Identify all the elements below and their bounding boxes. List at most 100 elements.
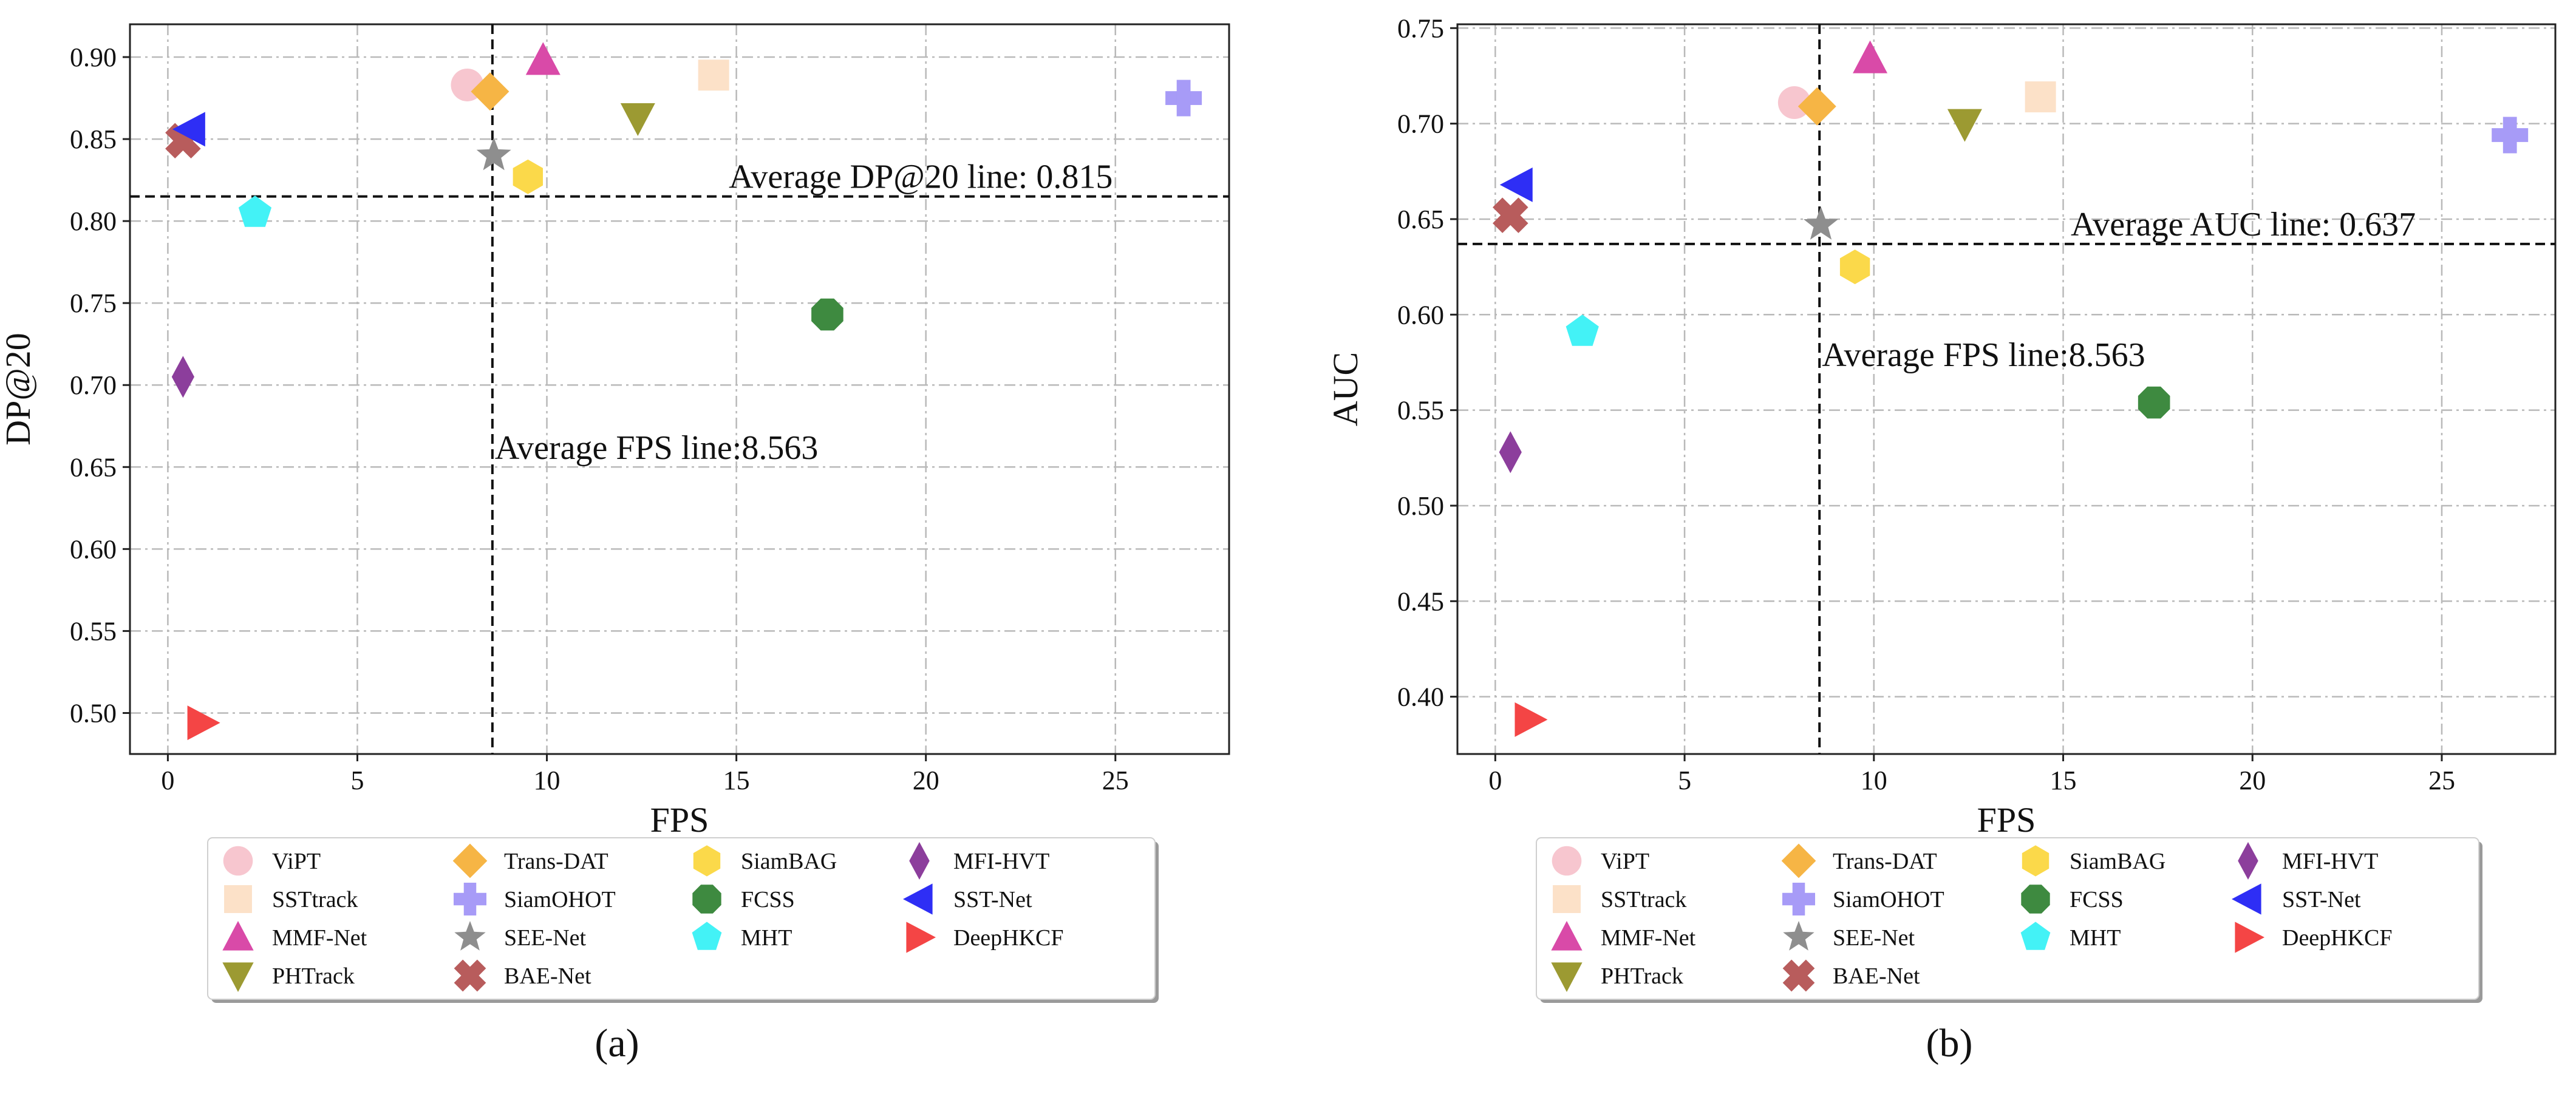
x-tick-label: 0 (161, 766, 174, 795)
legend-item-mht: MHT (2020, 922, 2121, 951)
y-tick-label: 0.65 (1397, 205, 1444, 234)
legend-item-sst-net: SST-Net (2232, 883, 2361, 915)
legend-label-vipt: ViPT (272, 849, 321, 874)
legend-marker-mfi-hvt (909, 841, 930, 880)
legend-marker-vipt (223, 846, 253, 876)
legend: ViPT SSTtrack MMF-Net PHTrack Trans-DAT SiamO… (1536, 837, 2482, 1003)
y-tick-label: 0.65 (70, 452, 117, 482)
legend-item-vipt: ViPT (223, 846, 321, 876)
legend-marker-fcss (692, 885, 721, 914)
panel-label: (b) (1926, 1021, 1973, 1065)
legend-marker-mmf-net (222, 921, 254, 951)
legend-item-mfi-hvt: MFI-HVT (2238, 841, 2378, 880)
panel-b: 0 5 10 15 20 25 0.40 0.45 0.50 0.55 0.60 0.65 0.70 0.… (1326, 13, 2557, 1065)
avg-fps-line-label: Average FPS line:8.563 (1822, 336, 2145, 374)
legend-marker-bae-net (454, 959, 486, 992)
y-tick-label: 0.60 (70, 534, 117, 564)
legend-label-sst-net: SST-Net (2282, 887, 2361, 912)
legend-item-mmf-net: MMF-Net (222, 921, 367, 951)
grid (1457, 24, 2555, 754)
legend-marker-siamohot (1782, 883, 1815, 915)
legend-marker-vipt (1552, 846, 1582, 876)
legend-label-deephkcf: DeepHKCF (953, 925, 1064, 951)
legend-marker-mfi-hvt (2238, 841, 2258, 880)
legend-marker-ssttrack (224, 885, 252, 913)
legend-item-siamohot: SiamOHOT (1782, 883, 1944, 915)
legend-label-ssttrack: SSTtrack (1601, 887, 1686, 912)
legend-label-deephkcf: DeepHKCF (2282, 925, 2393, 951)
legend: ViPT SSTtrack MMF-Net PHTrack Trans-DAT SiamO… (207, 837, 1159, 1003)
legend-marker-deephkcf (2235, 922, 2264, 953)
legend-label-siambag: SiamBAG (2070, 849, 2165, 874)
y-tick-label: 0.70 (70, 370, 117, 400)
plot-frame (1456, 23, 2557, 755)
plot-frame (129, 23, 1230, 755)
legend-label-trans-dat: Trans-DAT (504, 849, 608, 874)
x-tick-label: 20 (2239, 766, 2266, 795)
y-tick-label: 0.80 (70, 206, 117, 236)
x-tick-label: 15 (723, 766, 750, 795)
y-tick-label: 0.75 (70, 288, 117, 318)
data-points (1493, 40, 2529, 737)
y-tick-label: 0.85 (70, 124, 117, 154)
point-mht (1566, 314, 1599, 346)
x-tick-label: 5 (1678, 766, 1691, 795)
point-phtrack (1947, 109, 1982, 142)
point-deephkcf (1515, 702, 1548, 737)
legend-item-phtrack: PHTrack (1551, 962, 1683, 992)
point-sst-net (172, 112, 205, 147)
legend-marker-sst-net (903, 883, 933, 915)
legend-item-see-net: SEE-Net (454, 921, 587, 951)
legend-label-siamohot: SiamOHOT (504, 887, 616, 912)
y-tick-label: 0.45 (1397, 586, 1444, 616)
legend-item-sst-net: SST-Net (903, 883, 1032, 915)
legend-item-ssttrack: SSTtrack (224, 885, 358, 913)
legend-item-trans-dat: Trans-DAT (1781, 843, 1937, 878)
legend-item-bae-net: BAE-Net (1782, 959, 1920, 992)
point-mmf-net (1853, 40, 1888, 73)
legend-item-mfi-hvt: MFI-HVT (909, 841, 1049, 880)
point-see-net (1804, 206, 1839, 240)
point-ssttrack (698, 59, 729, 91)
legend-label-mmf-net: MMF-Net (1601, 925, 1696, 951)
point-fcss (2138, 386, 2170, 419)
legend-item-ssttrack: SSTtrack (1553, 885, 1686, 913)
legend-label-fcss: FCSS (741, 887, 795, 912)
legend-item-siambag: SiamBAG (693, 845, 837, 877)
legend-item-deephkcf: DeepHKCF (2235, 922, 2393, 953)
point-trans-dat (1797, 87, 1836, 126)
legend-marker-trans-dat (1781, 843, 1816, 878)
y-axis-label: DP@20 (0, 333, 38, 446)
legend-label-fcss: FCSS (2070, 887, 2124, 912)
x-tick-label: 25 (2428, 766, 2455, 795)
legend-item-bae-net: BAE-Net (454, 959, 591, 992)
legend-item-siambag: SiamBAG (2022, 845, 2165, 877)
y-tick-label: 0.75 (1397, 13, 1444, 43)
legend-marker-fcss (2021, 885, 2050, 914)
legend-label-mfi-hvt: MFI-HVT (2282, 849, 2378, 874)
y-tick-label: 0.55 (1397, 396, 1444, 426)
point-mfi-hvt (1499, 431, 1522, 474)
legend-label-see-net: SEE-Net (504, 925, 587, 951)
x-tick-label: 15 (2050, 766, 2077, 795)
point-trans-dat (471, 72, 509, 111)
panel-label: (a) (595, 1021, 639, 1065)
point-phtrack (620, 103, 655, 136)
legend-label-ssttrack: SSTtrack (272, 887, 358, 912)
legend-label-trans-dat: Trans-DAT (1833, 849, 1937, 874)
point-mht (238, 195, 272, 227)
legend-marker-deephkcf (906, 922, 936, 953)
legend-label-mmf-net: MMF-Net (272, 925, 367, 951)
grid (130, 24, 1229, 754)
point-see-net (476, 137, 511, 171)
y-tick-label: 0.50 (1397, 491, 1444, 521)
legend-label-siamohot: SiamOHOT (1833, 887, 1944, 912)
legend-marker-siambag (2022, 845, 2050, 877)
point-sst-net (1499, 167, 1533, 202)
legend-marker-phtrack (222, 962, 254, 992)
x-tick-label: 0 (1488, 766, 1502, 795)
legend-marker-siamohot (454, 883, 486, 915)
legend-item-siamohot: SiamOHOT (454, 883, 616, 915)
point-siamohot (2492, 117, 2529, 154)
